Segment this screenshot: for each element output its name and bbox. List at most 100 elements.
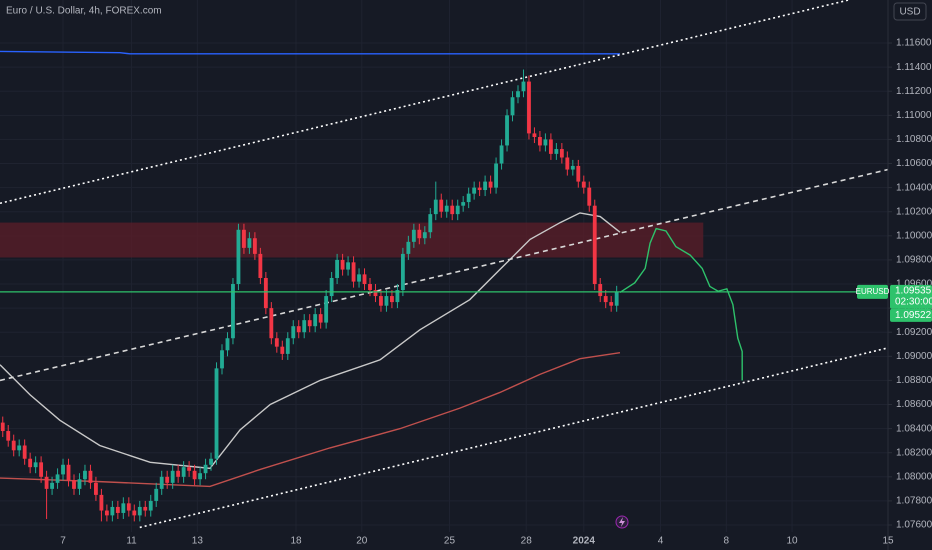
candle-body [587,187,592,206]
countdown: 02:30:00 [895,296,932,307]
candle-body [11,440,16,451]
candle-body [159,476,164,489]
candle-body [83,470,87,480]
y-tick-label: 1.10600 [896,158,932,169]
candle-body [548,139,553,154]
candle-body [176,470,181,477]
y-tick-label: 1.09800 [896,255,932,266]
candle-body [66,464,71,481]
candle-body [603,296,608,303]
candle-body [198,473,202,480]
candle-body [335,259,340,278]
candle-body [33,462,38,468]
candle-body [554,149,559,154]
x-tick-label: 20 [356,536,368,547]
candle-body [466,193,471,203]
line-solid [0,50,620,55]
candle-body [209,458,213,465]
line-solid [0,352,621,488]
y-tick-label: 1.08000 [896,471,932,482]
candle-body [477,187,482,191]
candle-body [148,500,153,511]
y-tick-label: 1.09200 [896,327,932,338]
candle-body [340,259,345,270]
candle-body [483,181,488,191]
candle-body [296,326,301,333]
candle-body [532,133,537,138]
candle-body [417,229,422,239]
candle-body [39,462,44,477]
price-tag-box [890,308,932,322]
candle-body [28,458,33,468]
candle-body [538,137,542,146]
y-tick-label: 1.11600 [896,38,932,49]
candle-body [247,238,252,248]
candle-body [115,506,120,513]
candle-body [61,464,65,475]
candle-body [609,302,614,306]
y-tick-label: 1.11400 [896,62,932,73]
candle-body [137,506,142,516]
x-tick-label: 4 [658,536,664,547]
candle-body [351,262,356,282]
x-tick-label: 10 [787,536,799,547]
candle-body [422,232,427,239]
candle-body [472,187,477,194]
x-tick-label: 2024 [573,536,596,547]
x-tick-label: 13 [192,536,204,547]
candle-body [154,488,159,501]
candle-body [543,139,548,146]
candle-body [269,308,274,339]
candle-body [329,277,334,297]
candle-body [231,284,235,339]
y-tick-label: 1.09600 [896,279,932,290]
chart-title: Euro / U.S. Dollar, 4h, FOREX.com [6,6,162,17]
line-solid [0,212,621,470]
candle-body [592,205,597,285]
line-solid [619,227,743,381]
candle-body [236,229,241,285]
candle-body [324,296,329,323]
candle-body [181,467,186,477]
line-dotted [139,347,888,529]
candle-body [6,431,11,441]
event-icon[interactable] [615,515,629,529]
currency-button[interactable] [893,2,927,21]
y-tick-label: 1.08800 [896,375,932,386]
candle-body [598,284,603,297]
candle-body [313,314,318,327]
candle-body [187,467,192,471]
currency-label[interactable]: USD [899,7,920,18]
candle-body [17,445,22,451]
candle-body [379,296,383,306]
candle-body [505,115,509,146]
candle-body [44,476,49,489]
candle-body [302,320,307,333]
candle-body [411,229,416,242]
price-tag: 1.09522 [895,310,932,321]
candle-body [494,163,498,188]
price-tag: 1.09535 [895,285,932,296]
x-tick-label: 15 [882,536,894,547]
price-tag-box [890,284,932,309]
candle-body [99,494,104,511]
time-axis: 7 11 13 18 20 25 28 2024 4 8 10 15 [60,536,894,547]
x-tick-label: 7 [60,536,66,547]
x-tick-label: 25 [444,536,456,547]
candle-body [132,510,137,516]
candle-body [433,199,438,215]
candle-body [565,157,570,170]
candle-body [126,503,131,511]
candle-body [488,181,493,188]
candle-body [94,482,98,495]
candle-body [258,253,263,278]
event-bolt[interactable] [619,517,625,527]
candle-body [527,81,531,134]
candle-body [242,229,246,248]
candle-body [346,262,350,270]
symbol-tag: EURUSD [856,287,890,296]
candle-body [192,470,197,480]
candle-body [373,290,378,297]
